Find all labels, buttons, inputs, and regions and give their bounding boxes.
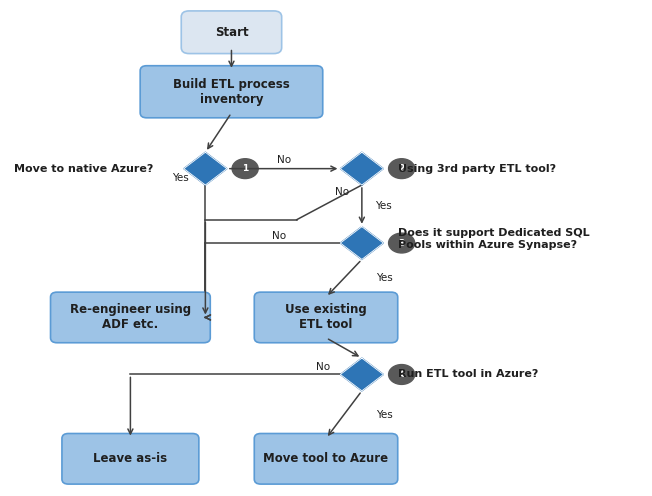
Text: Yes: Yes [376, 410, 393, 420]
Text: Run ETL tool in Azure?: Run ETL tool in Azure? [398, 370, 538, 379]
FancyBboxPatch shape [181, 11, 282, 54]
Text: Leave as-is: Leave as-is [93, 452, 168, 465]
FancyBboxPatch shape [62, 434, 199, 484]
Polygon shape [340, 152, 383, 185]
Polygon shape [340, 227, 383, 259]
Circle shape [389, 233, 415, 253]
Text: Yes: Yes [172, 174, 189, 184]
FancyBboxPatch shape [254, 434, 398, 484]
Text: 3: 3 [398, 239, 405, 248]
Text: No: No [316, 362, 331, 372]
Text: No: No [273, 231, 286, 241]
Text: Build ETL process
inventory: Build ETL process inventory [173, 78, 290, 106]
Text: 1: 1 [242, 164, 248, 173]
FancyBboxPatch shape [254, 292, 398, 343]
Circle shape [389, 365, 415, 384]
Text: Re-engineer using
ADF etc.: Re-engineer using ADF etc. [70, 304, 191, 331]
Circle shape [232, 159, 258, 179]
Text: 4: 4 [398, 370, 405, 379]
Text: 2: 2 [398, 164, 405, 173]
Text: No: No [276, 155, 291, 165]
Text: Does it support Dedicated SQL
Pools within Azure Synapse?: Does it support Dedicated SQL Pools with… [398, 228, 589, 250]
Text: Use existing
ETL tool: Use existing ETL tool [285, 304, 367, 331]
Text: Move to native Azure?: Move to native Azure? [14, 164, 154, 174]
Polygon shape [184, 152, 227, 185]
Text: Using 3rd party ETL tool?: Using 3rd party ETL tool? [398, 164, 556, 174]
Text: No: No [334, 187, 349, 197]
FancyBboxPatch shape [140, 66, 323, 118]
Polygon shape [340, 358, 383, 391]
Circle shape [389, 159, 415, 179]
Text: Yes: Yes [376, 273, 393, 283]
Text: Move tool to Azure: Move tool to Azure [263, 452, 389, 465]
Text: Yes: Yes [375, 201, 392, 211]
Text: Start: Start [215, 26, 248, 39]
FancyBboxPatch shape [51, 292, 210, 343]
